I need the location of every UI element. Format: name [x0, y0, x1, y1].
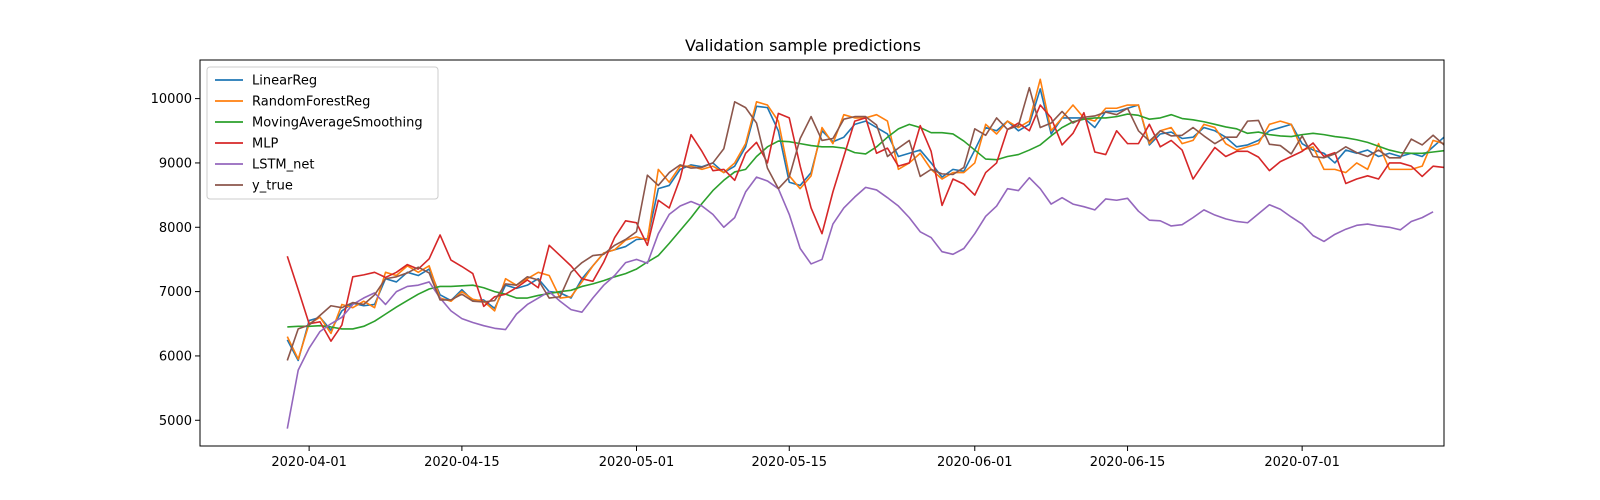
x-tick-label: 2020-04-15: [424, 455, 500, 470]
x-tick-label: 2020-07-01: [1264, 455, 1340, 470]
x-tick-label: 2020-06-01: [937, 455, 1013, 470]
legend-label: LinearReg: [252, 74, 317, 89]
series-line-lstm-net: [286, 176, 1434, 429]
plot-area-frame: [199, 59, 1445, 447]
series-line-y-true: [286, 86, 1445, 361]
x-axis: 2020-04-01 2020-04-15 2020-05-01 2020-05-15…: [271, 446, 1340, 470]
x-tick-label: 2020-06-15: [1090, 455, 1166, 470]
chart-title: Validation sample predictions: [685, 36, 921, 55]
series-layer: [286, 78, 1445, 429]
legend-label: LSTM_net: [252, 158, 315, 173]
y-axis: 5000 6000 7000 8000 9000 10000: [151, 92, 200, 429]
y-tick-label: 5000: [159, 414, 192, 429]
y-tick-label: 8000: [159, 221, 192, 236]
y-tick-label: 10000: [151, 92, 192, 107]
y-tick-label: 7000: [159, 285, 192, 300]
x-tick-label: 2020-04-01: [271, 455, 347, 470]
legend-label: MLP: [252, 137, 278, 152]
x-tick-label: 2020-05-01: [599, 455, 675, 470]
legend: LinearReg RandomForestReg MovingAverageSmo…: [206, 66, 439, 200]
legend-box: [206, 66, 439, 200]
legend-label: RandomForestReg: [252, 95, 370, 110]
x-tick-label: 2020-05-15: [751, 455, 827, 470]
series-line-movingaveragesmoothing: [287, 113, 1445, 330]
y-tick-label: 6000: [159, 349, 192, 364]
y-tick-label: 9000: [159, 156, 192, 171]
legend-label: y_true: [252, 179, 293, 194]
legend-label: MovingAverageSmoothing: [252, 116, 423, 131]
series-line-mlp: [286, 104, 1445, 342]
